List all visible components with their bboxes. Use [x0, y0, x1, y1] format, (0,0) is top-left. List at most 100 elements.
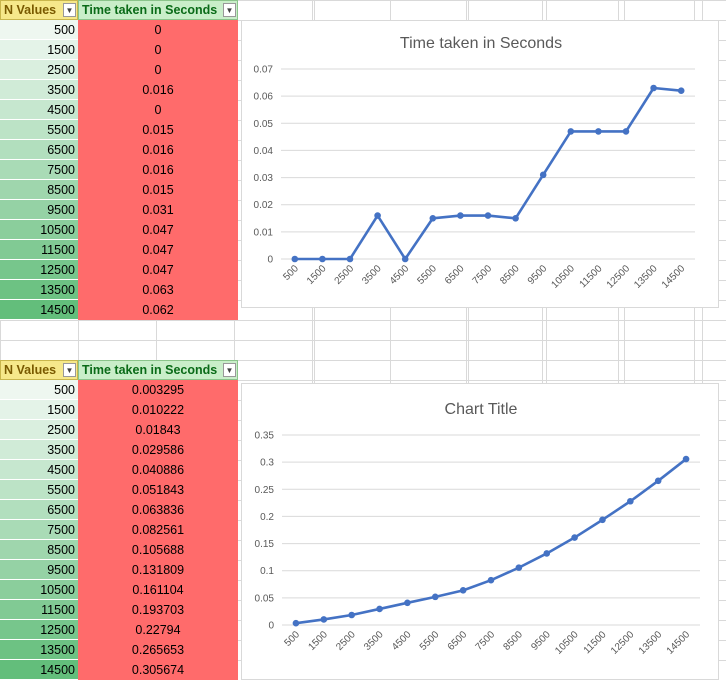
n-value-cell[interactable]: 500: [0, 380, 78, 400]
time-value-cell[interactable]: 0.040886: [78, 460, 238, 480]
time-value-cell[interactable]: 0.051843: [78, 480, 238, 500]
data-point[interactable]: [484, 212, 492, 219]
time-value-cell[interactable]: 0.047: [78, 260, 238, 280]
time-value-cell[interactable]: 0.047: [78, 240, 238, 260]
time-value-cell[interactable]: 0.105688: [78, 540, 238, 560]
time-value-cell[interactable]: 0.22794: [78, 620, 238, 640]
n-value-cell[interactable]: 5500: [0, 480, 78, 500]
data-point[interactable]: [291, 255, 299, 263]
time-value-cell[interactable]: 0.003295: [78, 380, 238, 400]
line-chart-1[interactable]: Time taken in Seconds 0 0.01 0.02 0.03 0.04 0.…: [241, 20, 719, 308]
time-value-cell[interactable]: 0.193703: [78, 600, 238, 620]
data-point[interactable]: [650, 84, 657, 92]
time-value-cell[interactable]: 0.131809: [78, 560, 238, 580]
time-value-cell[interactable]: 0.062: [78, 300, 238, 320]
data-point[interactable]: [682, 455, 690, 463]
data-point[interactable]: [404, 599, 411, 607]
series-line[interactable]: [294, 86, 682, 261]
data-point[interactable]: [459, 587, 467, 594]
data-point[interactable]: [376, 605, 383, 613]
n-value-cell[interactable]: 4500: [0, 100, 78, 120]
n-value-cell[interactable]: 1500: [0, 40, 78, 60]
time-value-cell[interactable]: 0.01843: [78, 420, 238, 440]
time-value-cell[interactable]: 0.063836: [78, 500, 238, 520]
n-value-cell[interactable]: 12500: [0, 260, 78, 280]
data-point[interactable]: [320, 616, 328, 623]
filter-dropdown-icon[interactable]: ▼: [223, 3, 236, 17]
data-point[interactable]: [515, 564, 523, 571]
n-value-cell[interactable]: 2500: [0, 60, 78, 80]
data-point[interactable]: [487, 576, 495, 584]
data-point[interactable]: [599, 516, 606, 524]
data-point[interactable]: [512, 214, 519, 222]
n-value-cell[interactable]: 9500: [0, 560, 78, 580]
data-point[interactable]: [431, 593, 439, 601]
data-point[interactable]: [627, 497, 634, 505]
time-value-cell[interactable]: 0.161104: [78, 580, 238, 600]
time-value-cell[interactable]: 0.305674: [78, 660, 238, 680]
time-value-cell[interactable]: 0.029586: [78, 440, 238, 460]
n-value-cell[interactable]: 14500: [0, 300, 78, 320]
n-value-cell[interactable]: 3500: [0, 80, 78, 100]
data-point[interactable]: [677, 87, 685, 95]
n-value-cell[interactable]: 10500: [0, 580, 78, 600]
y-tick-label: 0.05: [255, 593, 275, 604]
time-value-cell[interactable]: 0.063: [78, 280, 238, 300]
data-point[interactable]: [374, 212, 381, 219]
n-value-cell[interactable]: 11500: [0, 240, 78, 260]
n-value-cell[interactable]: 8500: [0, 180, 78, 200]
filter-dropdown-icon[interactable]: ▼: [63, 3, 76, 17]
time-value-cell[interactable]: 0: [78, 60, 238, 80]
data-point[interactable]: [567, 128, 575, 135]
data-point[interactable]: [457, 212, 464, 219]
time-value-cell[interactable]: 0.015: [78, 120, 238, 140]
n-value-cell[interactable]: 6500: [0, 500, 78, 520]
time-value-cell[interactable]: 0.016: [78, 140, 238, 160]
table-row: 2500 0: [0, 60, 238, 80]
time-value-cell[interactable]: 0.047: [78, 220, 238, 240]
n-value-cell[interactable]: 12500: [0, 620, 78, 640]
data-point[interactable]: [539, 171, 547, 179]
data-point[interactable]: [571, 534, 578, 541]
n-value-cell[interactable]: 7500: [0, 520, 78, 540]
data-point[interactable]: [543, 550, 551, 557]
time-value-cell[interactable]: 0.015: [78, 180, 238, 200]
data-point[interactable]: [622, 128, 630, 135]
time-value-cell[interactable]: 0.265653: [78, 640, 238, 660]
data-point[interactable]: [348, 611, 355, 619]
n-value-cell[interactable]: 1500: [0, 400, 78, 420]
data-point[interactable]: [401, 255, 409, 263]
n-value-cell[interactable]: 11500: [0, 600, 78, 620]
n-value-cell[interactable]: 2500: [0, 420, 78, 440]
n-value-cell[interactable]: 3500: [0, 440, 78, 460]
n-value-cell[interactable]: 9500: [0, 200, 78, 220]
data-point[interactable]: [346, 255, 354, 263]
n-value-cell[interactable]: 13500: [0, 280, 78, 300]
data-point[interactable]: [654, 477, 662, 485]
n-value-cell[interactable]: 8500: [0, 540, 78, 560]
n-value-cell[interactable]: 500: [0, 20, 78, 40]
time-value-cell[interactable]: 0: [78, 100, 238, 120]
filter-dropdown-icon[interactable]: ▼: [223, 363, 236, 377]
data-point[interactable]: [595, 128, 602, 135]
time-value-cell[interactable]: 0: [78, 20, 238, 40]
time-value-cell[interactable]: 0.082561: [78, 520, 238, 540]
series-line[interactable]: [295, 458, 687, 625]
time-value-cell[interactable]: 0.016: [78, 160, 238, 180]
n-value-cell[interactable]: 13500: [0, 640, 78, 660]
data-point[interactable]: [429, 214, 437, 222]
time-value-cell[interactable]: 0.010222: [78, 400, 238, 420]
n-value-cell[interactable]: 7500: [0, 160, 78, 180]
line-chart-2[interactable]: Chart Title 0 0.05 0.1 0.15 0.2 0.25 0.3 0.35 500…: [241, 383, 719, 680]
n-value-cell[interactable]: 5500: [0, 120, 78, 140]
n-value-cell[interactable]: 4500: [0, 460, 78, 480]
n-value-cell[interactable]: 14500: [0, 660, 78, 680]
time-value-cell[interactable]: 0.031: [78, 200, 238, 220]
n-value-cell[interactable]: 10500: [0, 220, 78, 240]
data-point[interactable]: [292, 619, 300, 627]
data-point[interactable]: [319, 255, 326, 263]
time-value-cell[interactable]: 0: [78, 40, 238, 60]
filter-dropdown-icon[interactable]: ▼: [63, 363, 76, 377]
n-value-cell[interactable]: 6500: [0, 140, 78, 160]
time-value-cell[interactable]: 0.016: [78, 80, 238, 100]
